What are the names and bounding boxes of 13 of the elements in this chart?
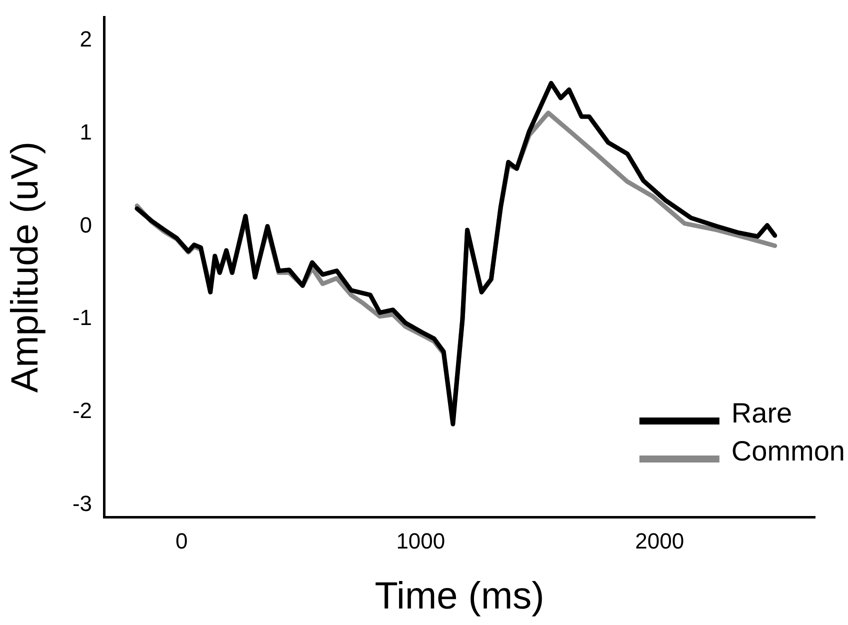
y-tick-label: 1 — [80, 119, 92, 144]
x-tick-label: 1000 — [396, 528, 446, 554]
x-axis-title: Time (ms) — [374, 576, 544, 618]
y-axis-title: Amplitude (uV) — [4, 141, 46, 393]
y-tick-label: -1 — [72, 305, 92, 330]
y-tick-label: 2 — [80, 26, 92, 52]
y-tick-label: 0 — [80, 212, 92, 238]
y-tick-label: -2 — [72, 398, 92, 424]
x-tick-label: 0 — [176, 528, 188, 554]
y-tick-label: -3 — [72, 490, 92, 516]
legend-label: Common — [731, 436, 846, 467]
x-tick-label: 2000 — [635, 528, 684, 554]
legend-label: Rare — [731, 398, 792, 429]
